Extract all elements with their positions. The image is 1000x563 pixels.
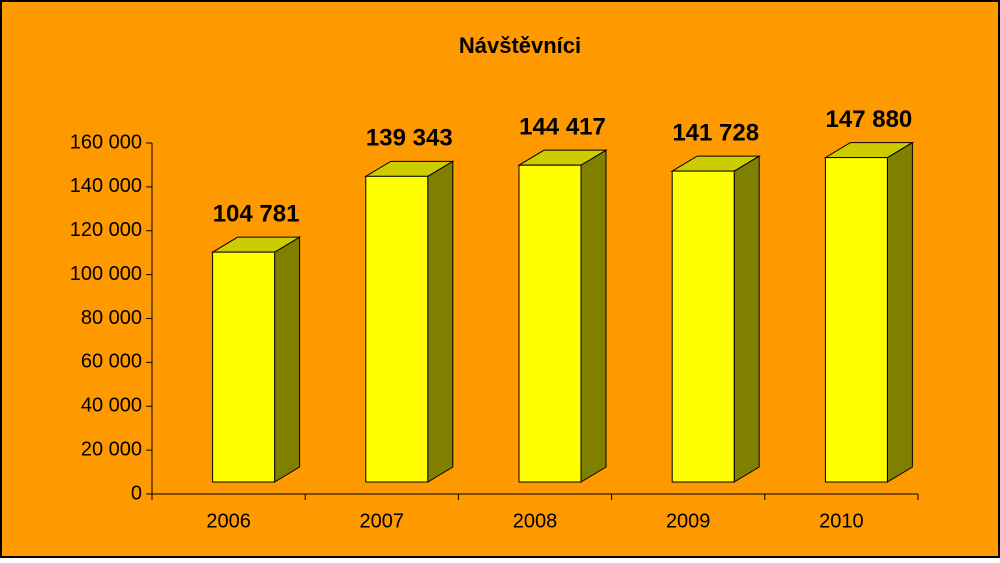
x-tick-label: 2007 xyxy=(360,510,405,532)
y-tick-label: 0 xyxy=(131,482,142,504)
bar-side xyxy=(733,155,760,483)
bar xyxy=(671,170,735,483)
value-label: 104 781 xyxy=(213,200,300,227)
x-tick-label: 2010 xyxy=(819,510,864,532)
y-tick-label: 140 000 xyxy=(70,175,142,197)
x-tick-label: 2008 xyxy=(513,510,558,532)
value-label: 147 880 xyxy=(826,106,913,133)
bar xyxy=(365,175,429,483)
chart-title: Návštěvníci xyxy=(459,33,581,58)
y-tick-label: 40 000 xyxy=(81,395,142,417)
bar-side xyxy=(427,160,454,483)
y-tick-label: 160 000 xyxy=(70,131,142,153)
bar-side xyxy=(886,141,913,483)
x-tick-label: 2006 xyxy=(206,510,251,532)
y-tick-label: 100 000 xyxy=(70,263,142,285)
bar xyxy=(212,251,276,483)
y-tick-label: 120 000 xyxy=(70,219,142,241)
bar-side xyxy=(274,236,301,483)
bar-side xyxy=(580,149,607,483)
y-tick-label: 80 000 xyxy=(81,307,142,329)
bar xyxy=(518,164,582,483)
y-tick-label: 20 000 xyxy=(81,438,142,460)
bar xyxy=(824,157,888,483)
value-label: 144 417 xyxy=(519,114,606,141)
value-label: 139 343 xyxy=(366,125,453,152)
value-label: 141 728 xyxy=(672,119,759,146)
y-tick-label: 60 000 xyxy=(81,351,142,373)
x-tick-label: 2009 xyxy=(666,510,711,532)
